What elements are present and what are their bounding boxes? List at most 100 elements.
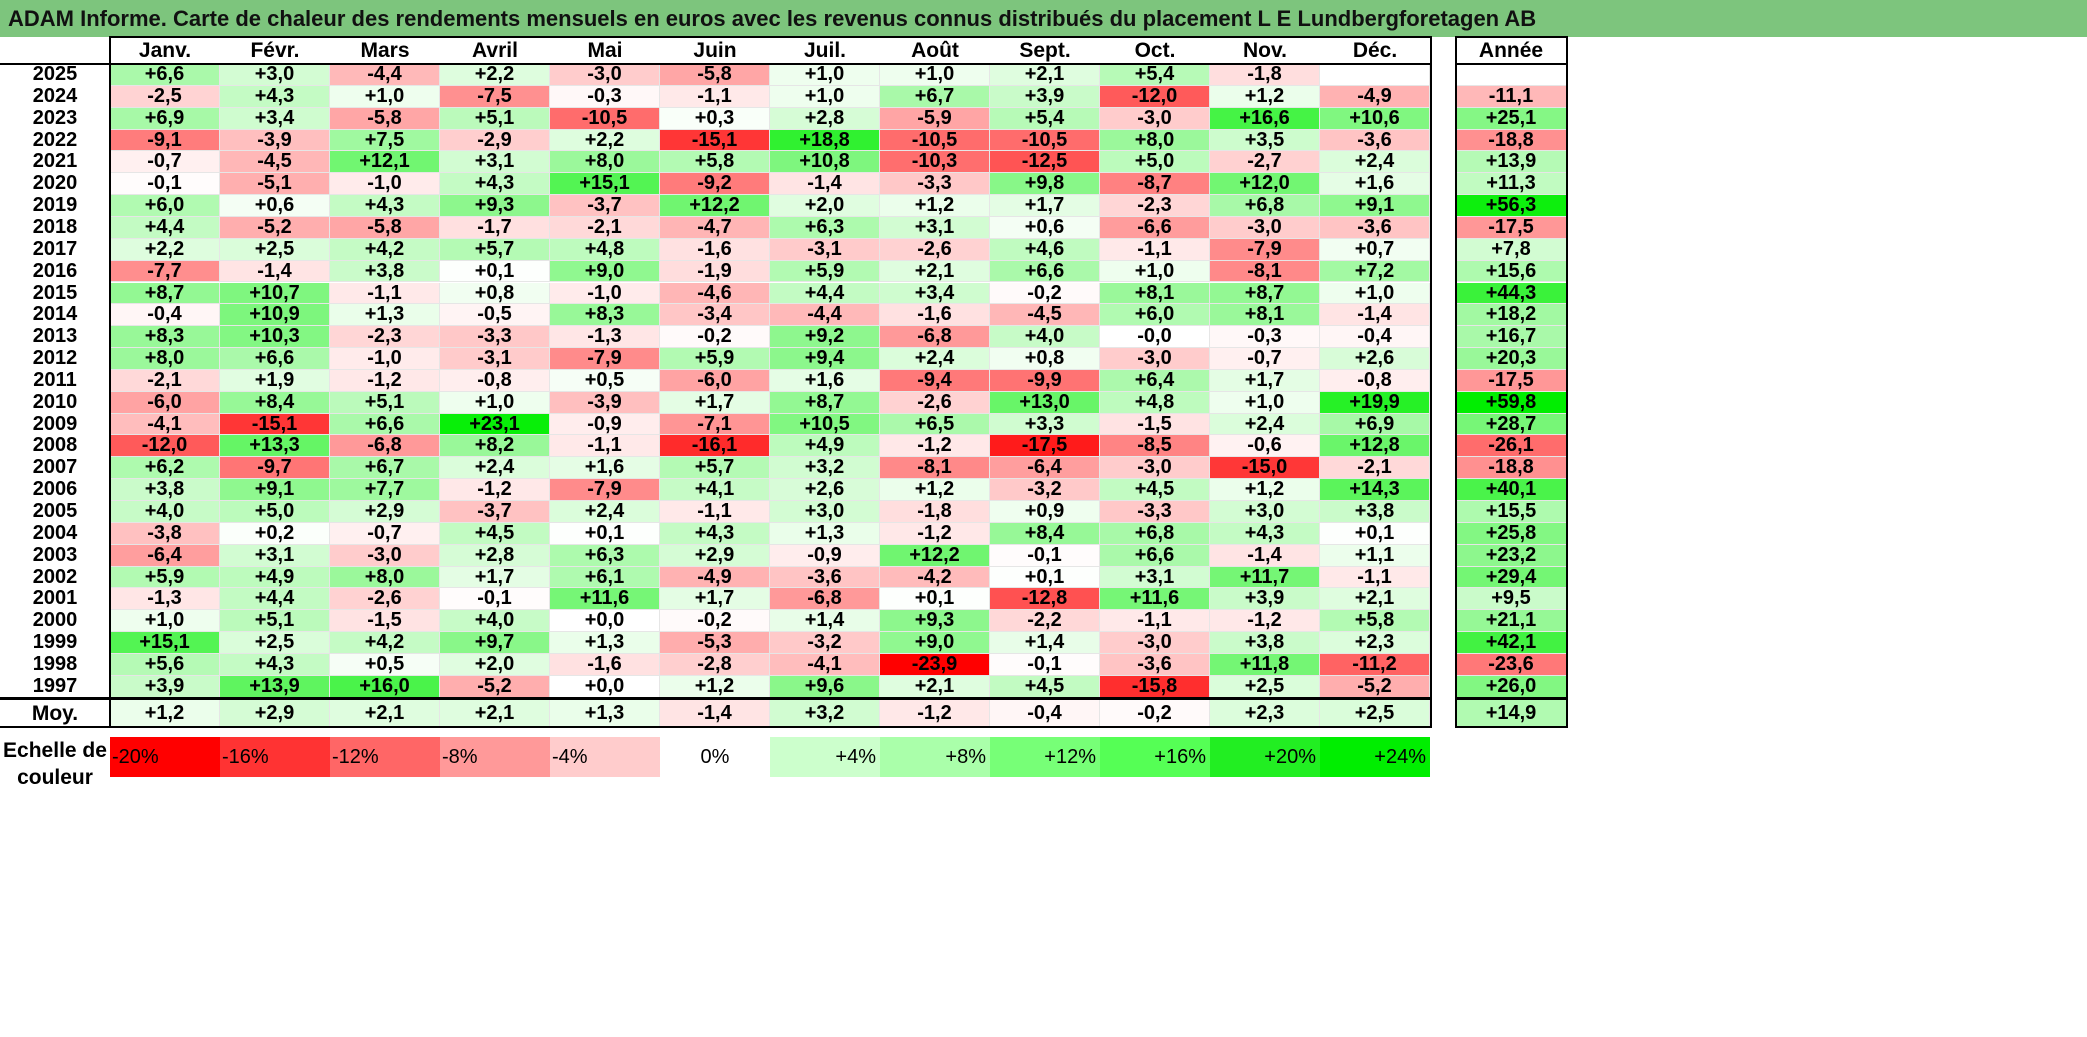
heatmap-cell: +0,5	[550, 369, 660, 392]
heatmap-cell: +1,0	[1320, 282, 1430, 305]
heatmap-cell: -11,2	[1320, 653, 1430, 676]
heatmap-cell: -1,1	[660, 501, 770, 523]
heatmap-cell: +5,0	[1100, 151, 1210, 174]
heatmap-cell: -5,8	[330, 107, 440, 130]
heatmap-cell: -4,6	[660, 282, 770, 305]
heatmap-cell: -16,1	[660, 435, 770, 458]
annual-cell: +28,7	[1456, 413, 1566, 436]
heatmap-cell: +0,0	[550, 610, 660, 633]
heatmap-cell: +8,4	[220, 391, 330, 414]
heatmap-cell: +4,9	[220, 566, 330, 589]
heatmap-cell: -10,5	[990, 129, 1100, 152]
heatmap-cell: +6,3	[550, 544, 660, 567]
month-header: Janv.	[138, 39, 192, 62]
heatmap-cell: +2,5	[1210, 675, 1320, 698]
heatmap-cell: -1,2	[880, 522, 990, 545]
heatmap-cell: +14,3	[1320, 479, 1430, 501]
rows-bottom-line	[0, 696, 1432, 699]
heatmap-cell: +3,8	[330, 260, 440, 283]
heatmap-cell: +12,2	[880, 544, 990, 567]
heatmap-cell: +2,8	[440, 544, 550, 567]
heatmap-cell: -1,4	[1210, 544, 1320, 567]
heatmap-cell: +11,6	[550, 588, 660, 611]
heatmap-cell: +5,6	[110, 653, 220, 676]
heatmap-cell: +4,8	[1100, 391, 1210, 414]
heatmap-cell: +2,5	[220, 632, 330, 654]
heatmap-cell: -6,0	[110, 391, 220, 414]
heatmap-cell: +9,7	[440, 632, 550, 654]
heatmap-cell: -23,9	[880, 653, 990, 676]
color-scale-swatch: -8%	[440, 737, 550, 777]
year-label: 2006	[32, 479, 78, 501]
heatmap-cell: -1,1	[1100, 238, 1210, 261]
heatmap-cell: +10,5	[770, 413, 880, 436]
heatmap-cell: -6,6	[1100, 216, 1210, 239]
heatmap-cell: -9,4	[880, 369, 990, 392]
annual-top-line	[1455, 36, 1567, 38]
annual-header: Année	[1478, 39, 1544, 62]
color-scale-swatch: 0%	[660, 737, 770, 777]
heatmap-cell: -0,8	[440, 369, 550, 392]
annual-cell: +56,3	[1456, 195, 1566, 217]
color-scale-swatch: +12%	[990, 737, 1100, 777]
heatmap-cell: +10,9	[220, 304, 330, 327]
heatmap-cell: +1,3	[330, 304, 440, 327]
heatmap-cell: -1,5	[330, 610, 440, 633]
heatmap-cell: +3,4	[880, 282, 990, 305]
heatmap-cell: +11,8	[1210, 653, 1320, 676]
heatmap-cell: +0,1	[990, 566, 1100, 589]
heatmap-cell: +1,7	[660, 391, 770, 414]
month-header: Sept.	[1019, 39, 1071, 62]
heatmap-cell: -15,8	[1100, 675, 1210, 698]
year-label: 2023	[32, 107, 78, 129]
year-label: 2022	[32, 129, 78, 151]
heatmap-cell: +0,8	[440, 282, 550, 305]
annual-cell: +13,9	[1456, 151, 1566, 174]
heatmap-cell: +5,4	[1100, 64, 1210, 86]
heatmap-cell: +10,8	[770, 151, 880, 174]
heatmap-cell: +4,4	[220, 588, 330, 611]
heatmap-cell: -1,1	[660, 85, 770, 108]
heatmap-cell: +8,4	[990, 522, 1100, 545]
heatmap-cell: -1,8	[1210, 64, 1320, 86]
heatmap-cell: +4,4	[770, 282, 880, 305]
heatmap-cell: -0,7	[330, 522, 440, 545]
heatmap-cell: -1,2	[440, 479, 550, 501]
annual-cell: +15,6	[1456, 260, 1566, 283]
heatmap-cell: -8,1	[1210, 260, 1320, 283]
average-cell: -0,2	[1100, 700, 1210, 727]
annual-cell: +42,1	[1456, 632, 1566, 654]
heatmap-cell: +2,6	[770, 479, 880, 501]
heatmap-cell: -5,1	[220, 173, 330, 196]
heatmap-cell: +6,3	[770, 216, 880, 239]
heatmap-cell: +23,1	[440, 413, 550, 436]
year-label: 1997	[32, 675, 78, 697]
average-label: Moy.	[31, 702, 79, 725]
heatmap-cell: -1,4	[1320, 304, 1430, 327]
year-label: 2013	[32, 326, 78, 348]
header-top-line	[110, 36, 1432, 38]
heatmap-cell: -6,4	[110, 544, 220, 567]
heatmap-cell: +7,2	[1320, 260, 1430, 283]
heatmap-cell: -6,4	[990, 457, 1100, 480]
heatmap-cell: +15,1	[110, 632, 220, 654]
heatmap-cell: +8,3	[110, 326, 220, 349]
heatmap-cell: -12,0	[1100, 85, 1210, 108]
heatmap-cell: +4,2	[330, 238, 440, 261]
heatmap-cell: -1,0	[330, 173, 440, 196]
heatmap-cell: +8,7	[770, 391, 880, 414]
heatmap-cell: +6,1	[550, 566, 660, 589]
heatmap-cell: +1,6	[1320, 173, 1430, 196]
heatmap-cell: +1,6	[550, 457, 660, 480]
heatmap-cell: +9,3	[880, 610, 990, 633]
heatmap-cell: +3,8	[110, 479, 220, 501]
heatmap-cell: +5,1	[330, 391, 440, 414]
annual-cell: +29,4	[1456, 566, 1566, 589]
heatmap-cell: +8,7	[1210, 282, 1320, 305]
annual-cell: +15,5	[1456, 501, 1566, 523]
heatmap-cell: -0,7	[110, 151, 220, 174]
heatmap-cell: +6,6	[990, 260, 1100, 283]
heatmap-cell: +1,9	[220, 369, 330, 392]
heatmap-cell: -2,1	[1320, 457, 1430, 480]
heatmap-cell: +6,6	[1100, 544, 1210, 567]
